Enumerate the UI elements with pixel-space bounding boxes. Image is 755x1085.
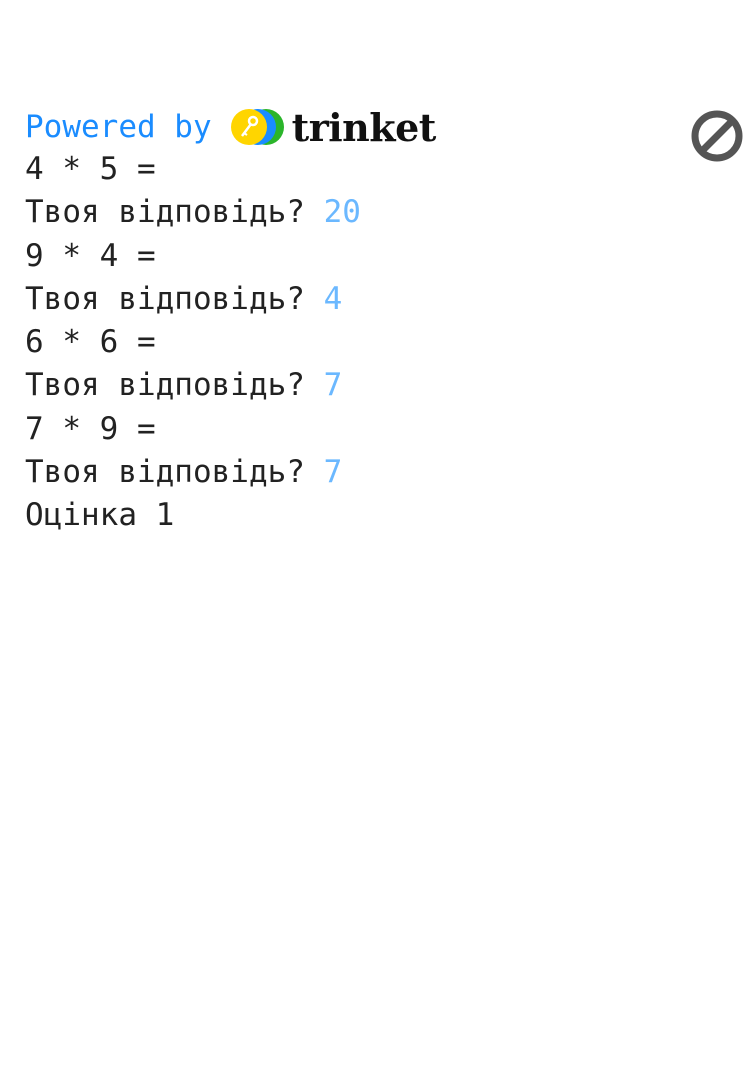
user-input-answer: 7	[323, 454, 343, 491]
powered-by-trinket-link[interactable]: Powered by trinket	[25, 105, 436, 150]
console-line: Твоя відповідь? 4	[25, 278, 361, 321]
user-input-answer: 4	[323, 280, 343, 317]
console-line: 9 * 4 =	[25, 235, 361, 278]
console-line-text: Оцінка 1	[25, 497, 175, 534]
trinket-logo: trinket	[230, 105, 436, 150]
console-output[interactable]: 4 * 5 = Твоя відповідь? 20 9 * 4 = Твоя від…	[25, 148, 361, 538]
console-line: Оцінка 1	[25, 494, 361, 537]
console-line-text: 9 * 4 =	[25, 237, 156, 274]
stop-prohibited-icon[interactable]	[691, 110, 743, 162]
user-input-answer: 20	[323, 194, 361, 231]
console-line: Твоя відповідь? 20	[25, 191, 361, 234]
console-line-text: Твоя відповідь?	[25, 194, 324, 231]
console-line-text: Твоя відповідь?	[25, 454, 324, 491]
console-line-text: 7 * 9 =	[25, 410, 156, 447]
console-line: Твоя відповідь? 7	[25, 364, 361, 407]
powered-by-label: Powered by	[25, 109, 212, 145]
console-line-text: Твоя відповідь?	[25, 280, 324, 317]
console-line: Твоя відповідь? 7	[25, 451, 361, 494]
trinket-brand: trinket	[291, 104, 437, 150]
console-line: 7 * 9 =	[25, 408, 361, 451]
console-line-text: 6 * 6 =	[25, 324, 156, 361]
user-input-answer: 7	[323, 367, 343, 404]
console-line: 4 * 5 =	[25, 148, 361, 191]
console-line-text: Твоя відповідь?	[25, 367, 324, 404]
console-line-text: 4 * 5 =	[25, 151, 156, 187]
console-line: 6 * 6 =	[25, 321, 361, 364]
trinket-key-logo-icon	[230, 109, 284, 145]
